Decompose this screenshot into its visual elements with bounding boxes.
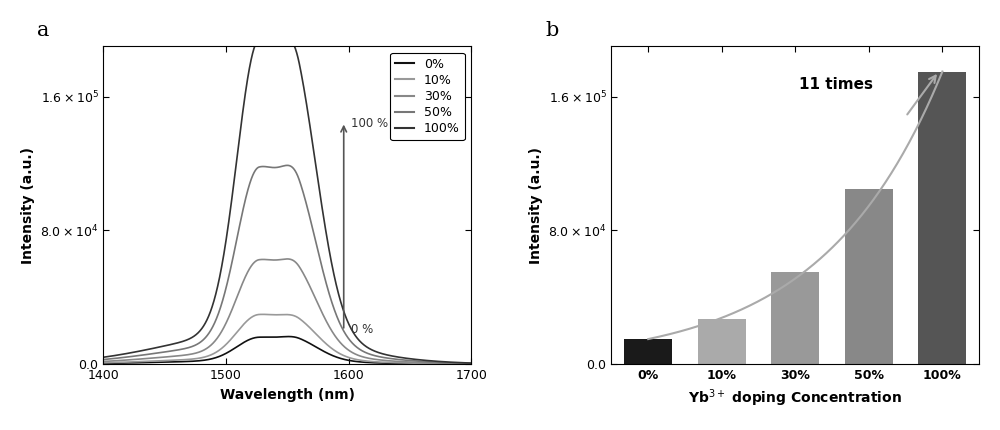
Text: 11 times: 11 times — [799, 77, 873, 92]
Legend: 0%, 10%, 30%, 50%, 100%: 0%, 10%, 30%, 50%, 100% — [390, 53, 465, 140]
Text: b: b — [545, 21, 559, 40]
Text: 100 %: 100 % — [351, 117, 388, 130]
Text: a: a — [37, 21, 50, 40]
Bar — [624, 339, 672, 364]
Bar — [698, 319, 746, 364]
Bar — [845, 189, 893, 364]
Y-axis label: Intensity (a.u.): Intensity (a.u.) — [529, 147, 543, 264]
Y-axis label: Intensity (a.u.): Intensity (a.u.) — [21, 147, 35, 264]
Bar — [918, 71, 966, 364]
X-axis label: Wavelength (nm): Wavelength (nm) — [220, 387, 355, 402]
Text: 0 %: 0 % — [351, 323, 373, 336]
Bar — [771, 272, 819, 364]
X-axis label: Yb$^{3+}$ doping Concentration: Yb$^{3+}$ doping Concentration — [688, 387, 902, 409]
